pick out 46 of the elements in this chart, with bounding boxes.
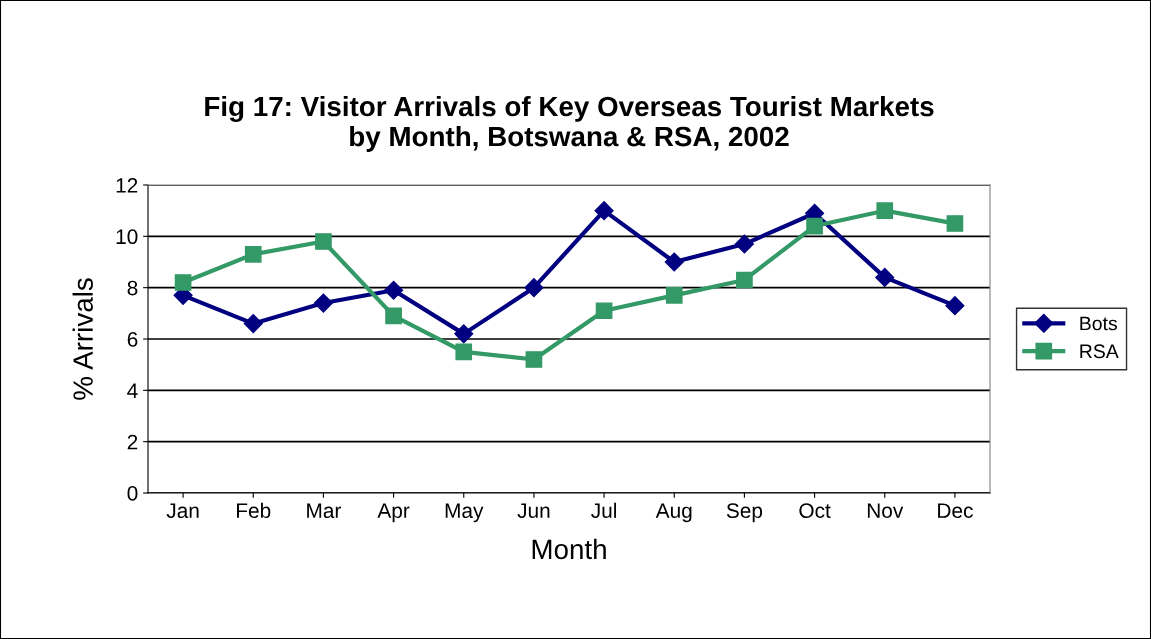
point — [736, 271, 753, 289]
point — [384, 280, 404, 300]
y-tick-label: 8 — [127, 280, 138, 296]
point — [455, 343, 473, 361]
x-tick-label: Oct — [799, 503, 831, 519]
y-tick-label: 4 — [127, 383, 138, 398]
legend-label: RSA — [1080, 344, 1119, 359]
x-tick-label: Dec — [938, 503, 973, 519]
y-axis-title: % Arrivals — [72, 278, 93, 400]
x-tick-label: Apr — [377, 503, 410, 523]
point — [315, 233, 332, 250]
point — [946, 215, 964, 232]
point — [664, 252, 684, 272]
point — [875, 267, 895, 287]
point — [525, 351, 543, 368]
point — [734, 234, 754, 254]
point — [385, 307, 402, 325]
y-tick-label: 10 — [116, 229, 138, 245]
x-axis-title: Month — [532, 538, 606, 560]
point — [806, 217, 823, 235]
point — [945, 296, 965, 316]
y-tick-label: 12 — [116, 178, 138, 193]
x-tick-label: Jun — [517, 503, 550, 519]
point — [243, 314, 263, 334]
x-tick-label: Aug — [655, 503, 692, 523]
point — [524, 278, 544, 298]
point — [174, 274, 192, 291]
legend-label: Bots — [1080, 316, 1117, 331]
x-tick-label: Nov — [867, 503, 904, 519]
x-tick-label: Jan — [166, 503, 199, 519]
x-tick-label: Mar — [307, 503, 342, 519]
chart-title: Fig 17: Visitor Arrivals of Key Overseas Tourist Markets by Month, Botswana & RSA, 2002 — [205, 95, 934, 152]
point — [595, 302, 613, 320]
point — [594, 201, 614, 221]
point — [876, 202, 894, 220]
point — [454, 324, 474, 344]
x-tick-label: May — [445, 503, 484, 523]
x-tick-label: Jul — [591, 502, 617, 519]
x-tick-label: Feb — [237, 502, 271, 519]
y-tick-label: 0 — [127, 486, 138, 501]
point — [244, 245, 262, 263]
x-tick-label: Sep — [726, 503, 763, 523]
point — [313, 293, 333, 313]
point — [665, 287, 683, 304]
y-tick-label: 6 — [127, 332, 138, 347]
y-tick-label: 2 — [127, 434, 138, 450]
